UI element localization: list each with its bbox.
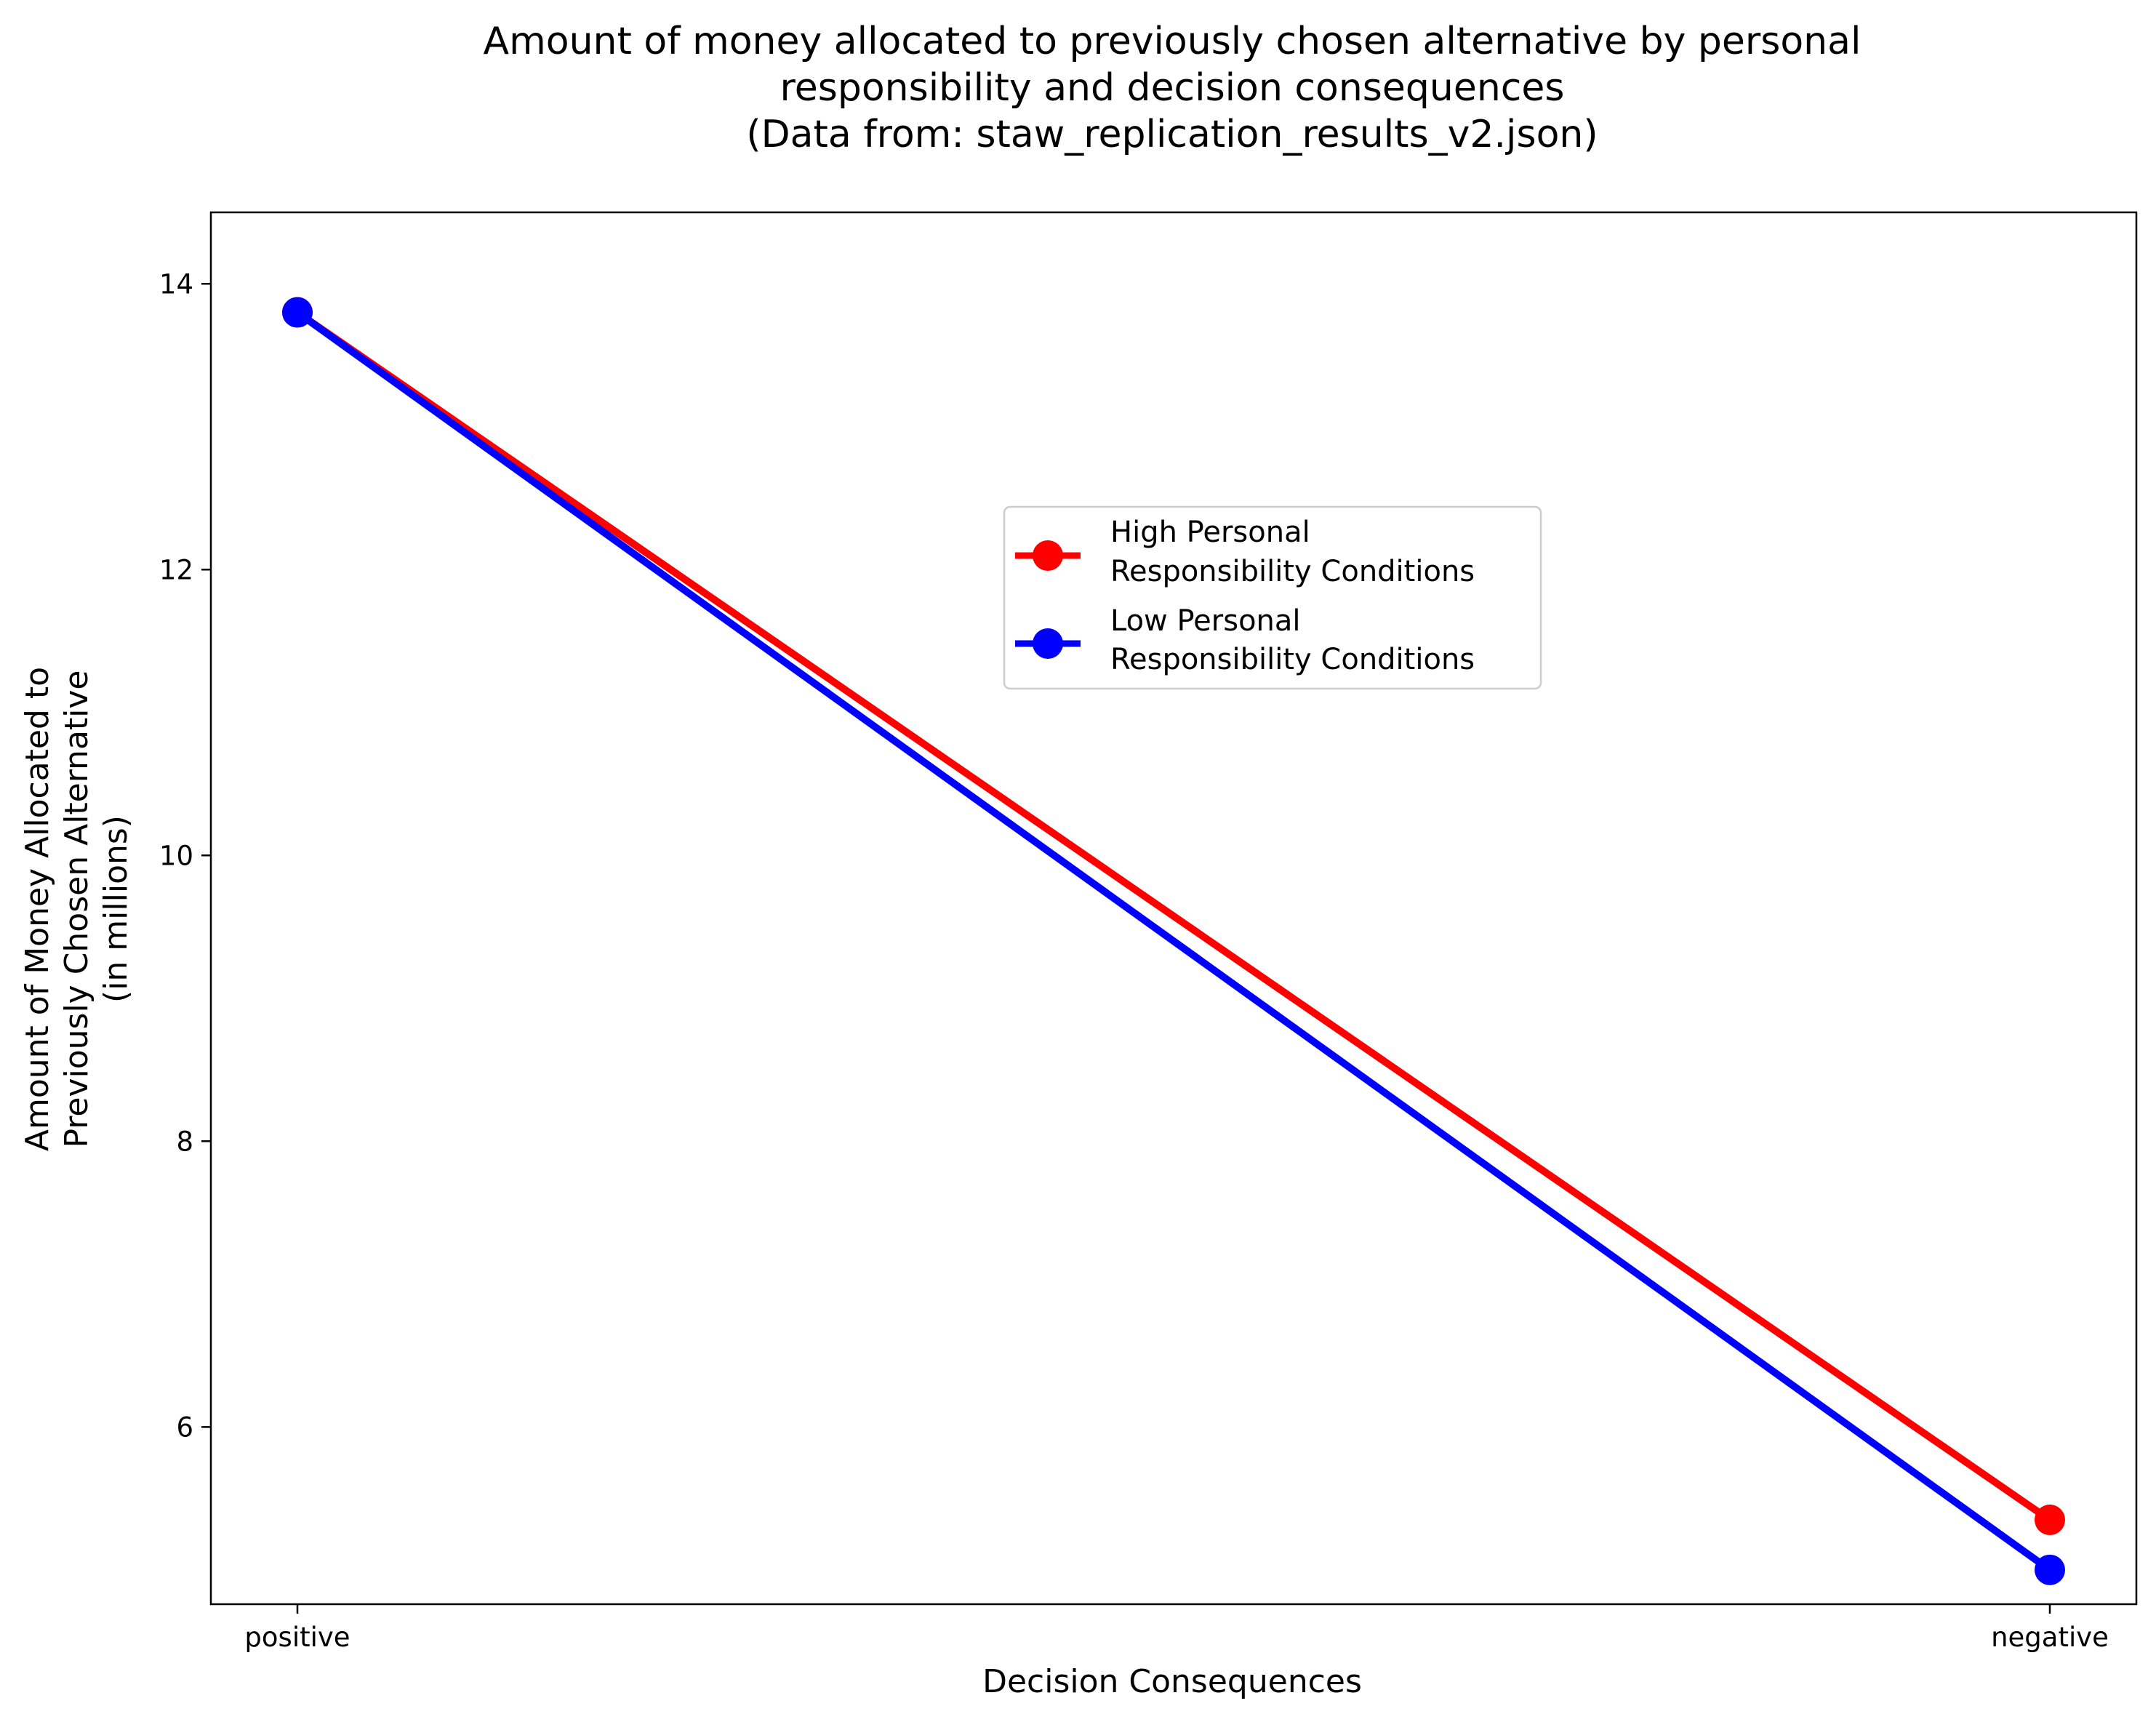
legend-label-high-line-2: Responsibility Conditions — [1110, 555, 1475, 588]
series-group — [282, 297, 2065, 1585]
y-axis-ticks: 6 8 10 12 14 — [159, 268, 211, 1443]
legend-marker-low-responsibility — [1033, 628, 1063, 659]
y-axis-label-line-2: Previously Chosen Alternative — [58, 670, 95, 1148]
chart-title-line-3: (Data from: staw_replication_results_v2.… — [746, 113, 1598, 156]
legend-label-high-line-1: High Personal — [1110, 516, 1310, 549]
x-tick-label: negative — [1991, 1622, 2109, 1653]
y-tick-label: 6 — [176, 1411, 193, 1443]
y-axis-label-line-1: Amount of Money Allocated to — [19, 667, 56, 1151]
y-tick-label: 8 — [176, 1126, 193, 1157]
series-line-0 — [294, 308, 2053, 1524]
legend-label-low-line-1: Low Personal — [1110, 604, 1301, 638]
x-tick-label: positive — [244, 1622, 350, 1653]
series-1-point-negative — [2035, 1554, 2065, 1585]
y-tick-label: 10 — [159, 840, 193, 871]
x-axis-ticks: positive negative — [244, 1604, 2109, 1653]
y-tick-label: 14 — [159, 268, 193, 300]
x-axis-label: Decision Consequences — [982, 1663, 1362, 1700]
chart-title-line-2: responsibility and decision consequences — [780, 66, 1565, 110]
series-line-1 — [294, 308, 2053, 1574]
legend-marker-high-responsibility — [1033, 540, 1063, 571]
y-axis-label: Amount of Money Allocated to Previously … — [19, 667, 135, 1151]
plot-area-frame — [209, 211, 2138, 1606]
series-0-point-negative — [2035, 1505, 2065, 1536]
y-axis-label-line-3: (in millions) — [97, 815, 135, 1003]
y-tick-label: 12 — [159, 554, 193, 585]
legend-label-low-line-2: Responsibility Conditions — [1110, 643, 1475, 676]
series-1-point-positive — [282, 297, 313, 328]
legend: High Personal Responsibility Conditions … — [1003, 505, 1542, 690]
legend-box — [1003, 505, 1542, 690]
chart-title-line-1: Amount of money allocated to previously … — [484, 20, 1862, 63]
